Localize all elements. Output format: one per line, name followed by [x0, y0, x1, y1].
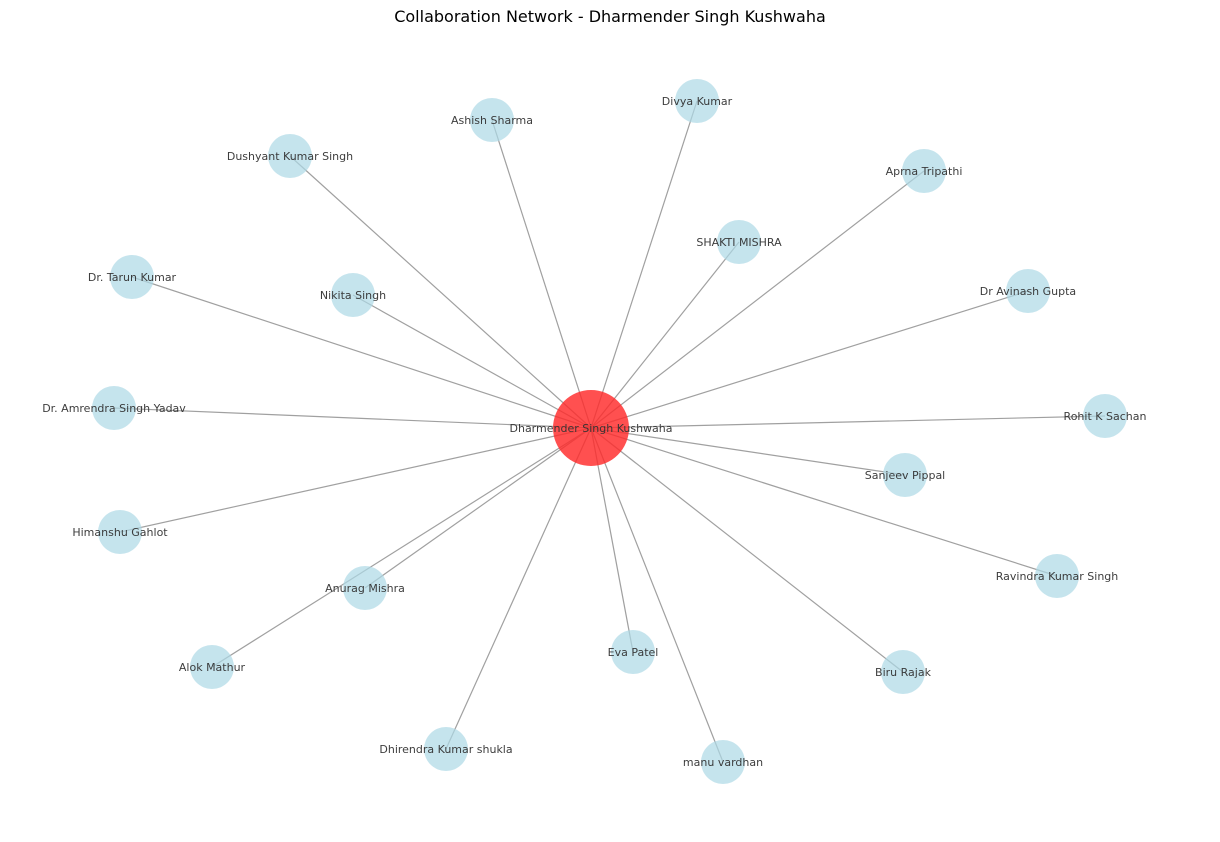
collaborator-node-manu[interactable] [701, 740, 745, 784]
collaborator-node-tarun[interactable] [110, 255, 154, 299]
node-label-alok: Alok Mathur [179, 661, 246, 674]
collaborator-node-rohit[interactable] [1083, 394, 1127, 438]
edge-dharmender-anurag [364, 427, 592, 589]
node-label-dushyant: Dushyant Kumar Singh [227, 150, 353, 163]
node-label-anurag: Anurag Mishra [325, 582, 405, 595]
collaborator-node-divya[interactable] [675, 79, 719, 123]
edge-dharmender-avinash [590, 290, 1029, 429]
collaborator-node-anurag[interactable] [343, 566, 387, 610]
collaborator-node-avinash[interactable] [1006, 269, 1050, 313]
collaborator-node-himanshu[interactable] [98, 510, 142, 554]
collaborator-node-ravindra[interactable] [1035, 554, 1079, 598]
collaborator-node-sanjeev[interactable] [883, 453, 927, 497]
node-label-biru: Biru Rajak [875, 666, 932, 679]
collaborator-node-eva[interactable] [611, 630, 655, 674]
node-label-avinash: Dr Avinash Gupta [980, 285, 1076, 298]
collaborator-node-alok[interactable] [190, 645, 234, 689]
collaborator-node-biru[interactable] [881, 650, 925, 694]
node-label-ravindra: Ravindra Kumar Singh [996, 570, 1119, 583]
edges-layer [113, 100, 1106, 763]
node-label-amrendra: Dr. Amrendra Singh Yadav [42, 402, 186, 415]
center-node[interactable] [553, 390, 629, 466]
edge-dharmender-rohit [590, 415, 1106, 429]
node-label-manu: manu vardhan [683, 756, 763, 769]
node-label-rohit: Rohit K Sachan [1064, 410, 1147, 423]
edge-dharmender-aprna [590, 170, 925, 429]
labels-layer: Divya Kumar Ashish Sharma Dushyant Kumar S… [42, 95, 1146, 769]
edge-dharmender-dhirendra [445, 427, 592, 750]
collaborator-node-aprna[interactable] [902, 149, 946, 193]
node-label-tarun: Dr. Tarun Kumar [88, 271, 177, 284]
page-title: Collaboration Network - Dharmender Singh… [394, 7, 826, 26]
collaborator-node-amrendra[interactable] [92, 386, 136, 430]
node-label-sanjeev: Sanjeev Pippal [865, 469, 946, 482]
collaborator-node-shakti[interactable] [717, 220, 761, 264]
edge-dharmender-biru [590, 427, 904, 673]
node-label-ashish: Ashish Sharma [451, 114, 533, 127]
nodes-layer [92, 79, 1127, 784]
edge-dharmender-amrendra [113, 407, 592, 429]
edge-dharmender-tarun [131, 276, 592, 429]
node-label-aprna: Aprna Tripathi [886, 165, 963, 178]
node-label-himanshu: Himanshu Gahlot [72, 526, 168, 539]
edge-dharmender-manu [590, 427, 724, 763]
node-label-divya: Divya Kumar [662, 95, 733, 108]
node-label-shakti: SHAKTI MISHRA [696, 236, 782, 249]
collaborator-node-dhirendra[interactable] [424, 727, 468, 771]
collaborator-node-nikita[interactable] [331, 273, 375, 317]
node-label-eva: Eva Patel [608, 646, 659, 659]
center-node-label: Dharmender Singh Kushwaha [510, 422, 673, 435]
edge-dharmender-shakti [590, 241, 740, 429]
edge-dharmender-sanjeev [590, 427, 906, 476]
collaborator-node-dushyant[interactable] [268, 134, 312, 178]
edge-dharmender-divya [590, 100, 698, 429]
edge-dharmender-ashish [491, 119, 592, 429]
collaborator-node-ashish[interactable] [470, 98, 514, 142]
edge-dharmender-ravindra [590, 427, 1058, 577]
node-label-nikita: Nikita Singh [320, 289, 386, 302]
edge-dharmender-dushyant [289, 155, 592, 429]
node-label-dhirendra: Dhirendra Kumar shukla [379, 743, 512, 756]
edge-dharmender-himanshu [119, 427, 592, 533]
edge-dharmender-alok [211, 427, 592, 668]
edge-dharmender-nikita [352, 294, 592, 429]
